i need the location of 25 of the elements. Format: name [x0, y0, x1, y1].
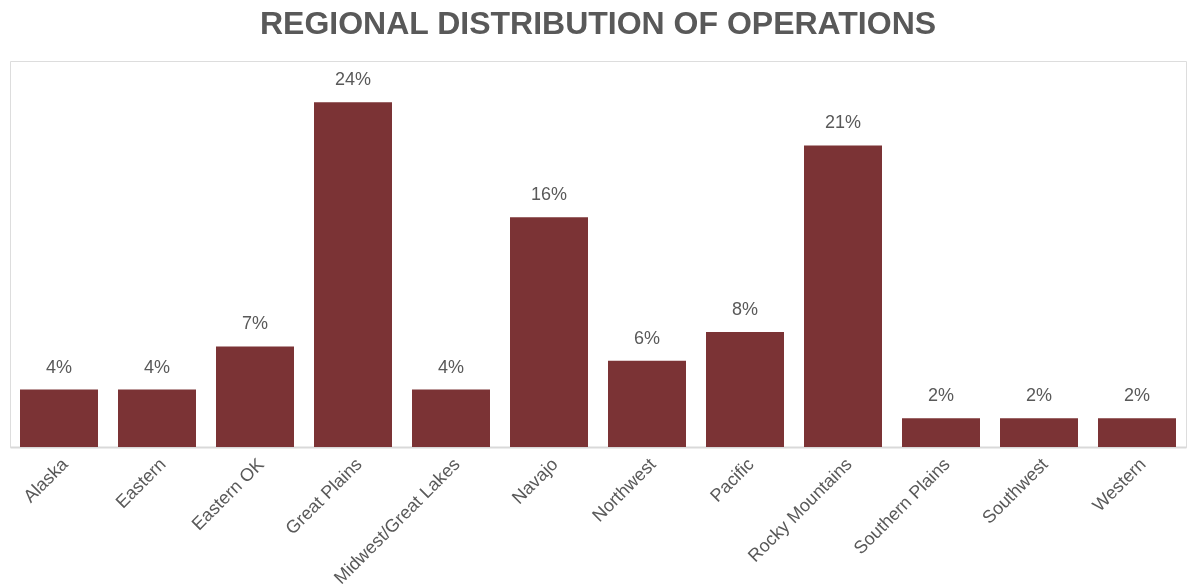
- data-label: 24%: [334, 69, 372, 90]
- bar: [510, 217, 588, 447]
- bar: [314, 102, 392, 447]
- bar: [412, 389, 490, 447]
- data-label: 2%: [1025, 385, 1053, 406]
- bar: [1098, 418, 1176, 447]
- data-label: 4%: [45, 356, 73, 377]
- bar: [20, 389, 98, 447]
- bar: [216, 346, 294, 447]
- data-label: 16%: [530, 184, 568, 205]
- bar: [1000, 418, 1078, 447]
- data-label: 6%: [633, 327, 661, 348]
- data-label: 8%: [731, 299, 759, 320]
- bar: [902, 418, 980, 447]
- data-label: 4%: [437, 356, 465, 377]
- data-label: 7%: [241, 313, 269, 334]
- bar: [608, 360, 686, 447]
- data-label: 2%: [927, 385, 955, 406]
- bar: [706, 332, 784, 447]
- data-label: 4%: [143, 356, 171, 377]
- data-label: 2%: [1123, 385, 1151, 406]
- chart-title: REGIONAL DISTRIBUTION OF OPERATIONS: [259, 5, 937, 41]
- bar: [118, 389, 196, 447]
- bar: [804, 145, 882, 447]
- data-label: 21%: [824, 112, 862, 133]
